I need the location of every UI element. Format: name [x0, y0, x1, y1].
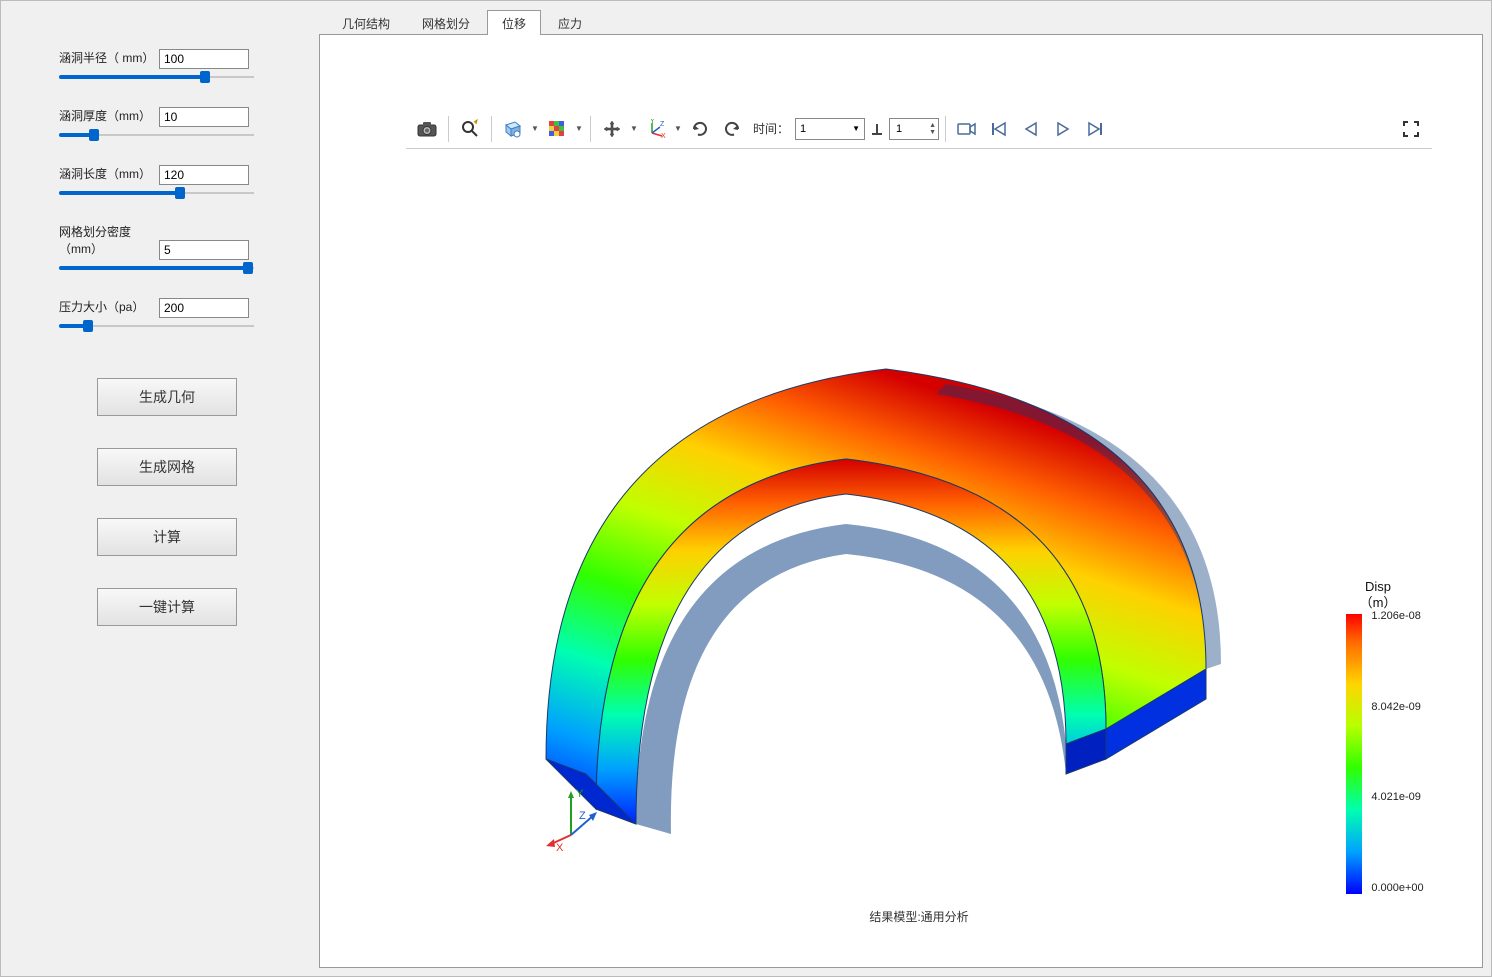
tab-bar: 几何结构网格划分位移应力	[319, 9, 1483, 35]
tab-0[interactable]: 几何结构	[327, 10, 405, 35]
viewer-frame: ▼ ▼ ▼ YXZ ▼ 时间：	[319, 34, 1483, 968]
frame-value: 1	[896, 123, 902, 135]
pan-dropdown-icon[interactable]: ▼	[629, 114, 639, 144]
perpendicular-icon[interactable]	[867, 114, 887, 144]
param-slider[interactable]	[59, 324, 254, 328]
param-input[interactable]	[159, 240, 249, 260]
time-value: 1	[800, 123, 806, 135]
param-row-3: 网格划分密度（mm）	[59, 223, 279, 270]
param-label: 涵洞长度（mm）	[59, 165, 159, 182]
zoom-fit-icon[interactable]	[455, 114, 485, 144]
legend-title-1: Disp	[1365, 579, 1391, 594]
param-slider[interactable]	[59, 266, 254, 270]
param-row-4: 压力大小（pa）	[59, 298, 279, 328]
tab-1[interactable]: 网格划分	[407, 10, 485, 35]
param-row-0: 涵洞半径（ mm）	[59, 49, 279, 79]
svg-text:Z: Z	[660, 121, 665, 128]
gen-geom-button[interactable]: 生成几何	[97, 378, 237, 416]
result-model-label: 结果模型:通用分析	[406, 908, 1432, 925]
legend-bar	[1346, 614, 1362, 894]
legend-tick: 0.000e+00	[1371, 882, 1423, 894]
3d-viewport[interactable]: Y Z X Disp （m）	[406, 149, 1432, 927]
param-label: 压力大小（pa）	[59, 298, 159, 315]
legend-title-2: （m）	[1360, 595, 1397, 610]
skip-first-icon[interactable]	[984, 114, 1014, 144]
rotate-ccw-icon[interactable]	[717, 114, 747, 144]
one-click-button[interactable]: 一键计算	[97, 588, 237, 626]
app-window: 涵洞半径（ mm） 涵洞厚度（mm） 涵洞长度（mm） 网格划分密度（mm） 压力大小（…	[0, 0, 1492, 977]
svg-text:X: X	[556, 842, 564, 854]
axis-dropdown-icon[interactable]: ▼	[673, 114, 683, 144]
param-label: 涵洞厚度（mm）	[59, 107, 159, 124]
svg-text:Y: Y	[650, 119, 655, 125]
legend-tick: 4.021e-09	[1371, 791, 1421, 803]
record-icon[interactable]	[952, 114, 982, 144]
rotate-cw-icon[interactable]	[685, 114, 715, 144]
camera-icon[interactable]	[412, 114, 442, 144]
clip-plane-icon[interactable]	[498, 114, 528, 144]
compute-button[interactable]: 计算	[97, 518, 237, 556]
arch-model	[486, 289, 1266, 849]
svg-text:Z: Z	[579, 810, 586, 822]
tab-2[interactable]: 位移	[487, 10, 541, 35]
time-combo[interactable]: 1▼	[795, 118, 865, 140]
param-row-2: 涵洞长度（mm）	[59, 165, 279, 195]
orientation-triad: Y Z X	[546, 785, 616, 855]
pan-icon[interactable]	[597, 114, 627, 144]
colormap-dropdown-icon[interactable]: ▼	[574, 114, 584, 144]
time-label: 时间：	[753, 120, 789, 137]
legend-tick: 8.042e-09	[1371, 701, 1421, 713]
main-panel: 几何结构网格划分位移应力 ▼ ▼	[319, 9, 1483, 968]
frame-spinner[interactable]: 1▲▼	[889, 118, 939, 140]
skip-last-icon[interactable]	[1080, 114, 1110, 144]
axis-triad-icon[interactable]: Y XZ	[641, 114, 671, 144]
fullscreen-icon[interactable]	[1396, 114, 1426, 144]
param-label: 涵洞半径（ mm）	[59, 49, 159, 66]
param-input[interactable]	[159, 165, 249, 185]
play-forward-icon[interactable]	[1048, 114, 1078, 144]
play-back-icon[interactable]	[1016, 114, 1046, 144]
color-legend: Disp （m） 1.206e-088.042e-094.021e-090.00…	[1338, 579, 1418, 894]
param-slider[interactable]	[59, 133, 254, 137]
legend-tick: 1.206e-08	[1371, 610, 1421, 622]
colormap-icon[interactable]	[542, 114, 572, 144]
svg-text:Y: Y	[576, 788, 584, 800]
tab-3[interactable]: 应力	[543, 10, 597, 35]
param-label: 网格划分密度（mm）	[59, 223, 159, 257]
param-slider[interactable]	[59, 75, 254, 79]
param-input[interactable]	[159, 298, 249, 318]
param-input[interactable]	[159, 107, 249, 127]
gen-mesh-button[interactable]: 生成网格	[97, 448, 237, 486]
svg-text:X: X	[661, 133, 666, 139]
clip-dropdown-icon[interactable]: ▼	[530, 114, 540, 144]
parameter-sidebar: 涵洞半径（ mm） 涵洞厚度（mm） 涵洞长度（mm） 网格划分密度（mm） 压力大小（…	[9, 9, 319, 968]
param-row-1: 涵洞厚度（mm）	[59, 107, 279, 137]
viewer-toolbar: ▼ ▼ ▼ Y XZ ▼ 时间：	[406, 109, 1432, 149]
param-input[interactable]	[159, 49, 249, 69]
param-slider[interactable]	[59, 191, 254, 195]
